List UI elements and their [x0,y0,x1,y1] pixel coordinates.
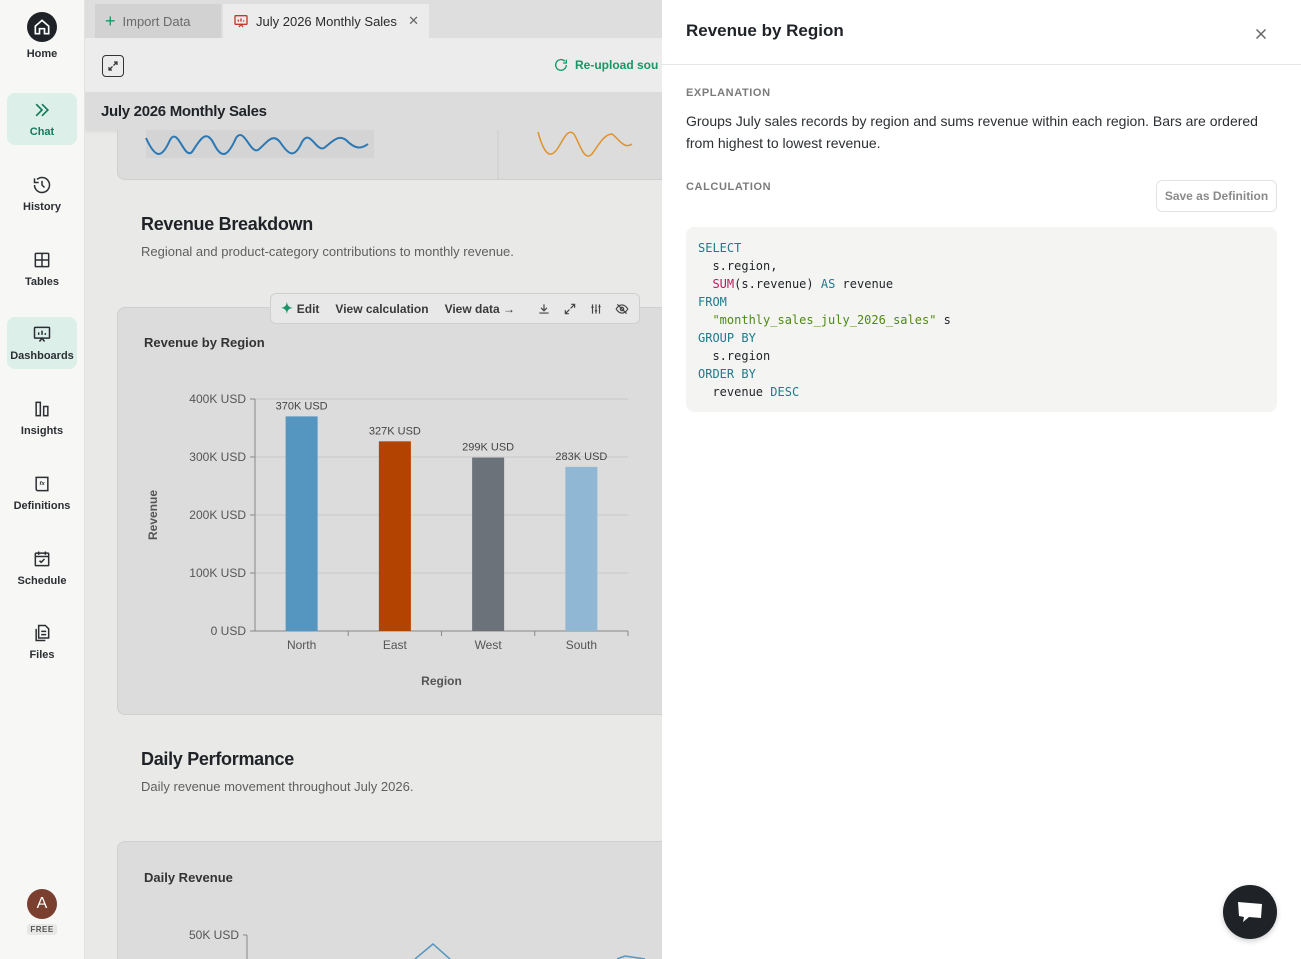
sidebar-item-insights[interactable]: Insights [7,392,77,444]
plan-badge: FREE [27,924,57,935]
bar [565,466,598,631]
sidebar-item-label: Files [29,649,55,661]
close-icon[interactable] [1252,25,1270,43]
chevrons-right-icon [35,103,50,117]
insights-bars-icon [35,401,49,417]
save-as-definition-button[interactable]: Save as Definition [1156,180,1277,212]
sidebar-item-label: Insights [20,425,64,437]
sidebar-item-label: Home [26,48,58,60]
svg-text:fx: fx [40,481,46,487]
kpi-sparkline-card [117,130,662,180]
sidebar-item-label: History [23,201,61,213]
user-profile[interactable]: A FREE [23,889,61,937]
sidebar-item-label: Tables [24,276,60,288]
bar [378,441,411,631]
bar [285,416,318,631]
explanation-text: Groups July sales records by region and … [686,113,1258,151]
dashboard-icon [33,326,51,342]
y-tick-label: 100K USD [189,566,246,580]
chart-toolbar: ✦ Edit View calculation View data → [270,293,640,324]
avatar[interactable]: A [27,889,57,919]
view-data-button[interactable]: View data → [444,301,516,316]
y-axis-label: Revenue [146,490,160,540]
sliders-icon[interactable] [589,302,603,316]
reupload-source-button[interactable]: Re-upload sou [553,57,658,73]
dashboard-main: + Import Data July 2026 Monthly Sales ✕ … [85,0,662,959]
calendar-check-icon [34,551,50,567]
calculation-panel: Revenue by Region EXPLANATION Groups Jul… [662,0,1301,959]
sidebar-item-label: Dashboards [10,350,74,362]
tab-label: Import Data [122,13,191,29]
daily-revenue-card [117,841,662,959]
dashboard-title: July 2026 Monthly Sales [85,92,662,130]
x-axis-label: Region [421,674,462,688]
section-subtitle: Daily revenue movement throughout July 2… [141,779,414,794]
sidebar-item-schedule[interactable]: Schedule [7,542,77,594]
y-tick-label: 50K USD [189,928,239,942]
y-tick-label: 0 USD [211,624,247,638]
revenue-bar-chart: 0 USD 100K USD 200K USD 300K USD 400K USD 370… [146,392,629,688]
sidebar-item-tables[interactable]: Tables [7,243,77,295]
download-icon[interactable] [537,302,551,316]
close-tab-icon[interactable]: ✕ [408,13,419,28]
eye-off-icon[interactable] [615,302,629,316]
tab-monthly-sales[interactable]: July 2026 Monthly Sales ✕ [223,4,429,38]
dashboard-toolbar: Re-upload sou [85,38,662,92]
x-tick-label: North [287,638,316,652]
bar [472,457,505,631]
y-tick-label: 300K USD [189,450,246,464]
data-label: 370K USD [276,400,328,412]
panel-header: Revenue by Region [662,0,1301,65]
sidebar-item-files[interactable]: Files [7,616,77,668]
sidebar-item-label: Chat [29,126,55,138]
sparkle-icon: ✦ [281,300,293,316]
calculation-label: CALCULATION [686,181,772,193]
sidebar-item-definitions[interactable]: fx Definitions [7,467,77,519]
y-tick-label: 200K USD [189,508,246,522]
x-tick-label: South [566,638,597,652]
chat-support-button[interactable] [1223,885,1277,939]
x-tick-label: West [475,638,503,652]
home-icon [27,12,57,42]
chart-title: Daily Revenue [144,870,233,885]
function-book-icon: fx [35,476,49,492]
data-label: 283K USD [555,451,607,463]
section-title: Daily Performance [141,749,294,769]
tab-bar: + Import Data July 2026 Monthly Sales ✕ [85,0,662,38]
sidebar-item-home[interactable]: Home [7,10,77,62]
sparkline-blue [145,130,633,180]
files-icon [35,624,50,642]
refresh-icon [555,58,567,71]
sidebar: Home Chat History Tables Dashboards Insi… [0,0,85,959]
dashboard-icon [234,15,248,28]
chat-bubble-icon [1238,902,1262,922]
section-title: Revenue Breakdown [141,214,313,234]
chart-title: Revenue by Region [144,335,265,350]
table-grid-icon [34,252,50,268]
x-tick-label: East [383,638,408,652]
sidebar-item-label: Definitions [13,500,71,512]
sql-code-block: SELECT s.region, SUM(s.revenue) AS reven… [686,227,1277,412]
explanation-label: EXPLANATION [686,87,771,99]
view-calculation-button[interactable]: View calculation [335,301,429,316]
data-label: 327K USD [369,425,421,437]
plus-icon: + [105,11,116,31]
edit-chart-button[interactable]: ✦ Edit [281,300,320,316]
sidebar-item-history[interactable]: History [7,168,77,220]
tab-label: July 2026 Monthly Sales [256,13,397,29]
daily-revenue-chart: 50K USD [189,928,646,959]
expand-icon[interactable] [563,302,577,316]
data-label: 299K USD [462,442,514,454]
tab-import-data[interactable]: + Import Data [95,4,221,38]
history-icon [33,176,51,194]
panel-title: Revenue by Region [686,21,844,40]
expand-icon[interactable] [102,55,124,77]
sidebar-item-label: Schedule [17,575,67,587]
sidebar-item-dashboards[interactable]: Dashboards [7,317,77,369]
section-subtitle: Regional and product-category contributi… [141,244,514,259]
y-tick-label: 400K USD [189,392,246,406]
sidebar-item-chat[interactable]: Chat [7,93,77,145]
